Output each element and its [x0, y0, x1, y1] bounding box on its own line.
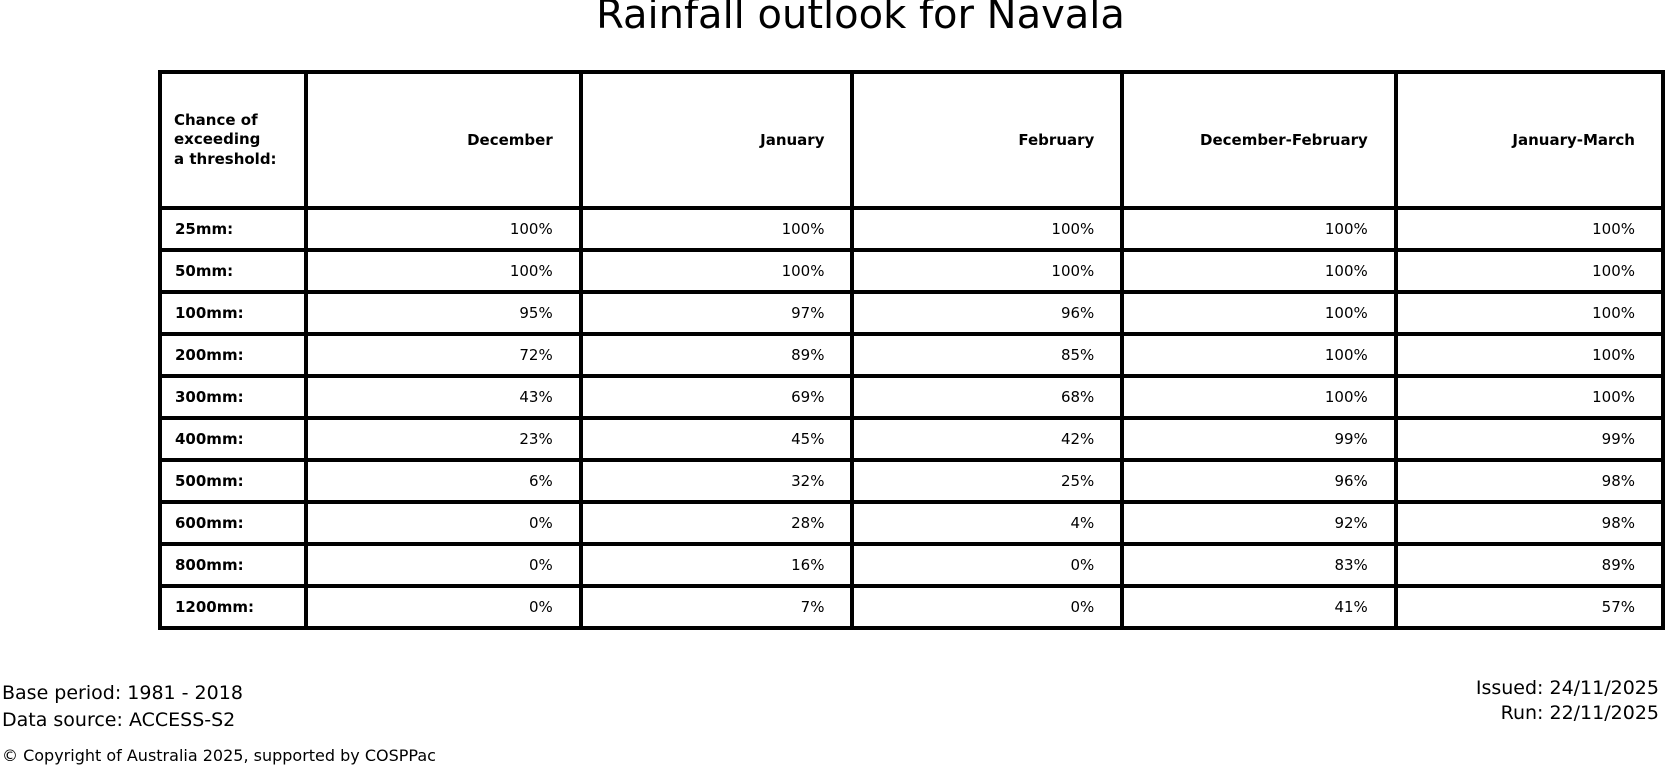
table-row: 100mm: 95% 97% 96% 100% 100%: [158, 290, 1665, 336]
run-date-text: Run: 22/11/2025: [1500, 702, 1659, 724]
table-cell: 72%: [303, 332, 583, 378]
table-cell: 100%: [1393, 332, 1665, 378]
table-cell: 0%: [850, 542, 1125, 588]
column-header-february: February: [850, 70, 1125, 210]
column-header-december-february: December-February: [1120, 70, 1398, 210]
table-cell: 28%: [578, 500, 855, 546]
footer-right-block: Issued: 24/11/2025 Run: 22/11/2025: [1476, 676, 1659, 726]
table-cell: 0%: [303, 542, 583, 588]
table-cell: 0%: [850, 584, 1125, 630]
table-cell: 100%: [1120, 290, 1398, 336]
table-cell: 100%: [1120, 248, 1398, 294]
table-cell: 100%: [850, 248, 1125, 294]
table-cell: 97%: [578, 290, 855, 336]
table-cell: 0%: [303, 500, 583, 546]
table-cell: 89%: [1393, 542, 1665, 588]
table-row: 200mm: 72% 89% 85% 100% 100%: [158, 332, 1665, 378]
column-header-january: January: [578, 70, 855, 210]
table-cell: 4%: [850, 500, 1125, 546]
row-label: 100mm:: [158, 290, 308, 336]
table-row: 400mm: 23% 45% 42% 99% 99%: [158, 416, 1665, 462]
base-period-text: Base period: 1981 - 2018: [2, 682, 243, 704]
table-cell: 100%: [578, 248, 855, 294]
table-cell: 0%: [303, 584, 583, 630]
table-cell: 100%: [850, 206, 1125, 252]
table-header-row: Chance of exceeding a threshold: Decembe…: [158, 70, 1665, 210]
table-cell: 57%: [1393, 584, 1665, 630]
table-cell: 100%: [303, 248, 583, 294]
table-cell: 68%: [850, 374, 1125, 420]
table-cell: 42%: [850, 416, 1125, 462]
footer-left-block: Base period: 1981 - 2018 Data source: AC…: [2, 680, 243, 734]
table-row: 50mm: 100% 100% 100% 100% 100%: [158, 248, 1665, 294]
table-cell: 100%: [1393, 248, 1665, 294]
table-row: 800mm: 0% 16% 0% 83% 89%: [158, 542, 1665, 588]
table-cell: 100%: [1393, 206, 1665, 252]
corner-header-line: a threshold:: [174, 149, 277, 168]
table-cell: 95%: [303, 290, 583, 336]
table-cell: 100%: [1120, 332, 1398, 378]
column-header-january-march: January-March: [1393, 70, 1665, 210]
table-cell: 89%: [578, 332, 855, 378]
row-label: 400mm:: [158, 416, 308, 462]
table-cell: 23%: [303, 416, 583, 462]
table-cell: 92%: [1120, 500, 1398, 546]
table-cell: 100%: [1120, 206, 1398, 252]
table-cell: 25%: [850, 458, 1125, 504]
data-source-text: Data source: ACCESS-S2: [2, 709, 236, 731]
table-cell: 43%: [303, 374, 583, 420]
table-cell: 41%: [1120, 584, 1398, 630]
table-row: 600mm: 0% 28% 4% 92% 98%: [158, 500, 1665, 546]
row-label: 600mm:: [158, 500, 308, 546]
corner-header-line: exceeding: [174, 130, 261, 149]
row-label: 500mm:: [158, 458, 308, 504]
corner-header-line: Chance of: [174, 111, 258, 130]
table-cell: 100%: [303, 206, 583, 252]
row-label: 800mm:: [158, 542, 308, 588]
table-cell: 83%: [1120, 542, 1398, 588]
table-cell: 100%: [578, 206, 855, 252]
table-row: 300mm: 43% 69% 68% 100% 100%: [158, 374, 1665, 420]
table-cell: 98%: [1393, 458, 1665, 504]
table-cell: 100%: [1393, 290, 1665, 336]
table-cell: 100%: [1120, 374, 1398, 420]
table-row: 1200mm: 0% 7% 0% 41% 57%: [158, 584, 1665, 630]
row-label: 300mm:: [158, 374, 308, 420]
table-cell: 99%: [1393, 416, 1665, 462]
table-cell: 69%: [578, 374, 855, 420]
row-label: 1200mm:: [158, 584, 308, 630]
table-cell: 85%: [850, 332, 1125, 378]
table-cell: 45%: [578, 416, 855, 462]
row-label: 50mm:: [158, 248, 308, 294]
table-cell: 7%: [578, 584, 855, 630]
table-cell: 98%: [1393, 500, 1665, 546]
table-cell: 96%: [1120, 458, 1398, 504]
table-row: 500mm: 6% 32% 25% 96% 98%: [158, 458, 1665, 504]
table-cell: 100%: [1393, 374, 1665, 420]
row-label: 25mm:: [158, 206, 308, 252]
table-cell: 16%: [578, 542, 855, 588]
table-cell: 96%: [850, 290, 1125, 336]
copyright-text: © Copyright of Australia 2025, supported…: [2, 746, 436, 765]
rainfall-outlook-table: Chance of exceeding a threshold: Decembe…: [158, 70, 1665, 630]
page-title: Rainfall outlook for Navala: [596, 0, 1125, 38]
corner-header-cell: Chance of exceeding a threshold:: [158, 70, 308, 210]
table-row: 25mm: 100% 100% 100% 100% 100%: [158, 206, 1665, 252]
table-cell: 99%: [1120, 416, 1398, 462]
table-cell: 32%: [578, 458, 855, 504]
issued-date-text: Issued: 24/11/2025: [1475, 677, 1659, 699]
column-header-december: December: [303, 70, 583, 210]
row-label: 200mm:: [158, 332, 308, 378]
table-cell: 6%: [303, 458, 583, 504]
